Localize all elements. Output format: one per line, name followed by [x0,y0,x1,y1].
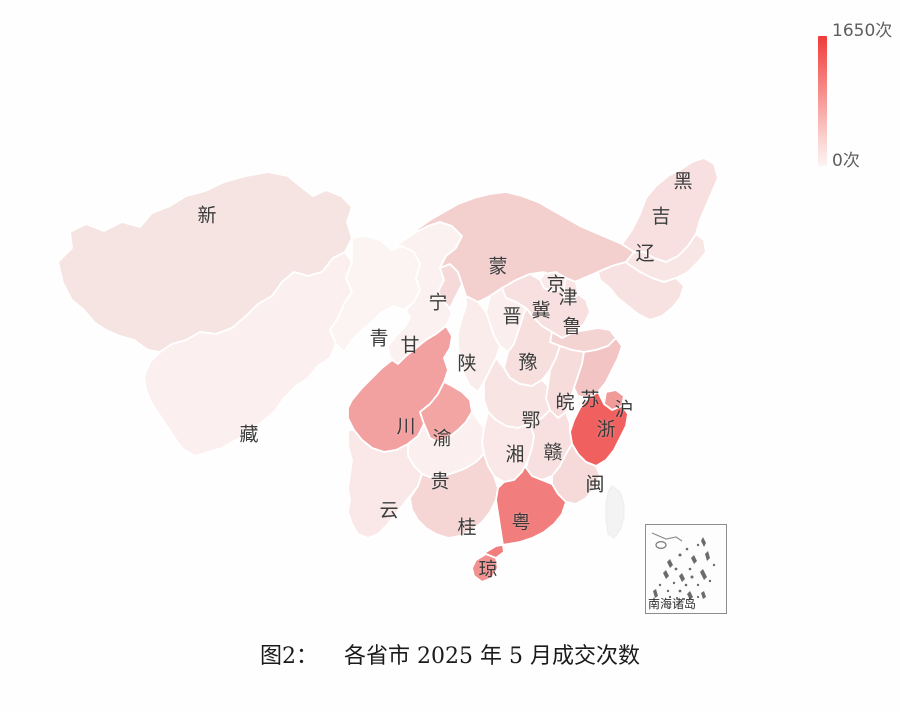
legend-gradient-bar [818,36,827,166]
region-liaoning [597,261,685,321]
region-neimenggu [403,191,635,303]
china-choropleth-map [57,157,719,583]
caption-prefix: 图2： [260,644,319,669]
color-scale-legend: 1650次 0次 [786,6,893,172]
caption-text: 各省市 2025 年 5 月成交次数 [344,644,640,669]
south-china-sea-inset: 南海诸岛 [645,524,727,614]
region-fujian [551,443,601,505]
figure-caption: 图2： 各省市 2025 年 5 月成交次数 [0,638,900,670]
inset-label: 南海诸岛 [648,597,697,611]
region-hainan [471,553,499,583]
legend-max-label: 1650次 [832,21,893,41]
region-taiwan [605,485,625,539]
region-xinjiang [57,171,353,353]
inset-islands-map [651,531,716,601]
legend-min-label: 0次 [832,151,860,171]
region-jiangsu [573,337,623,399]
region-shaanxi [457,295,501,393]
